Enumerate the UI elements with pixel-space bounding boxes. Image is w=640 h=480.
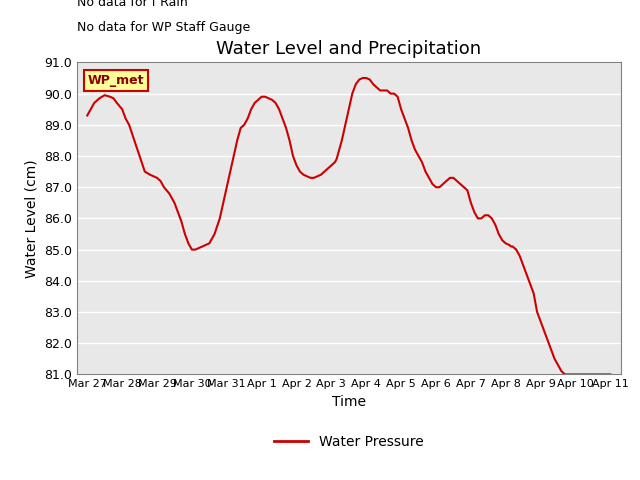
Y-axis label: Water Level (cm): Water Level (cm) — [24, 159, 38, 278]
Legend: Water Pressure: Water Pressure — [268, 430, 429, 455]
Text: No data for f Rain: No data for f Rain — [77, 0, 188, 9]
X-axis label: Time: Time — [332, 395, 366, 409]
Title: Water Level and Precipitation: Water Level and Precipitation — [216, 40, 481, 58]
Text: WP_met: WP_met — [88, 74, 144, 87]
Text: No data for WP Staff Gauge: No data for WP Staff Gauge — [77, 21, 250, 34]
